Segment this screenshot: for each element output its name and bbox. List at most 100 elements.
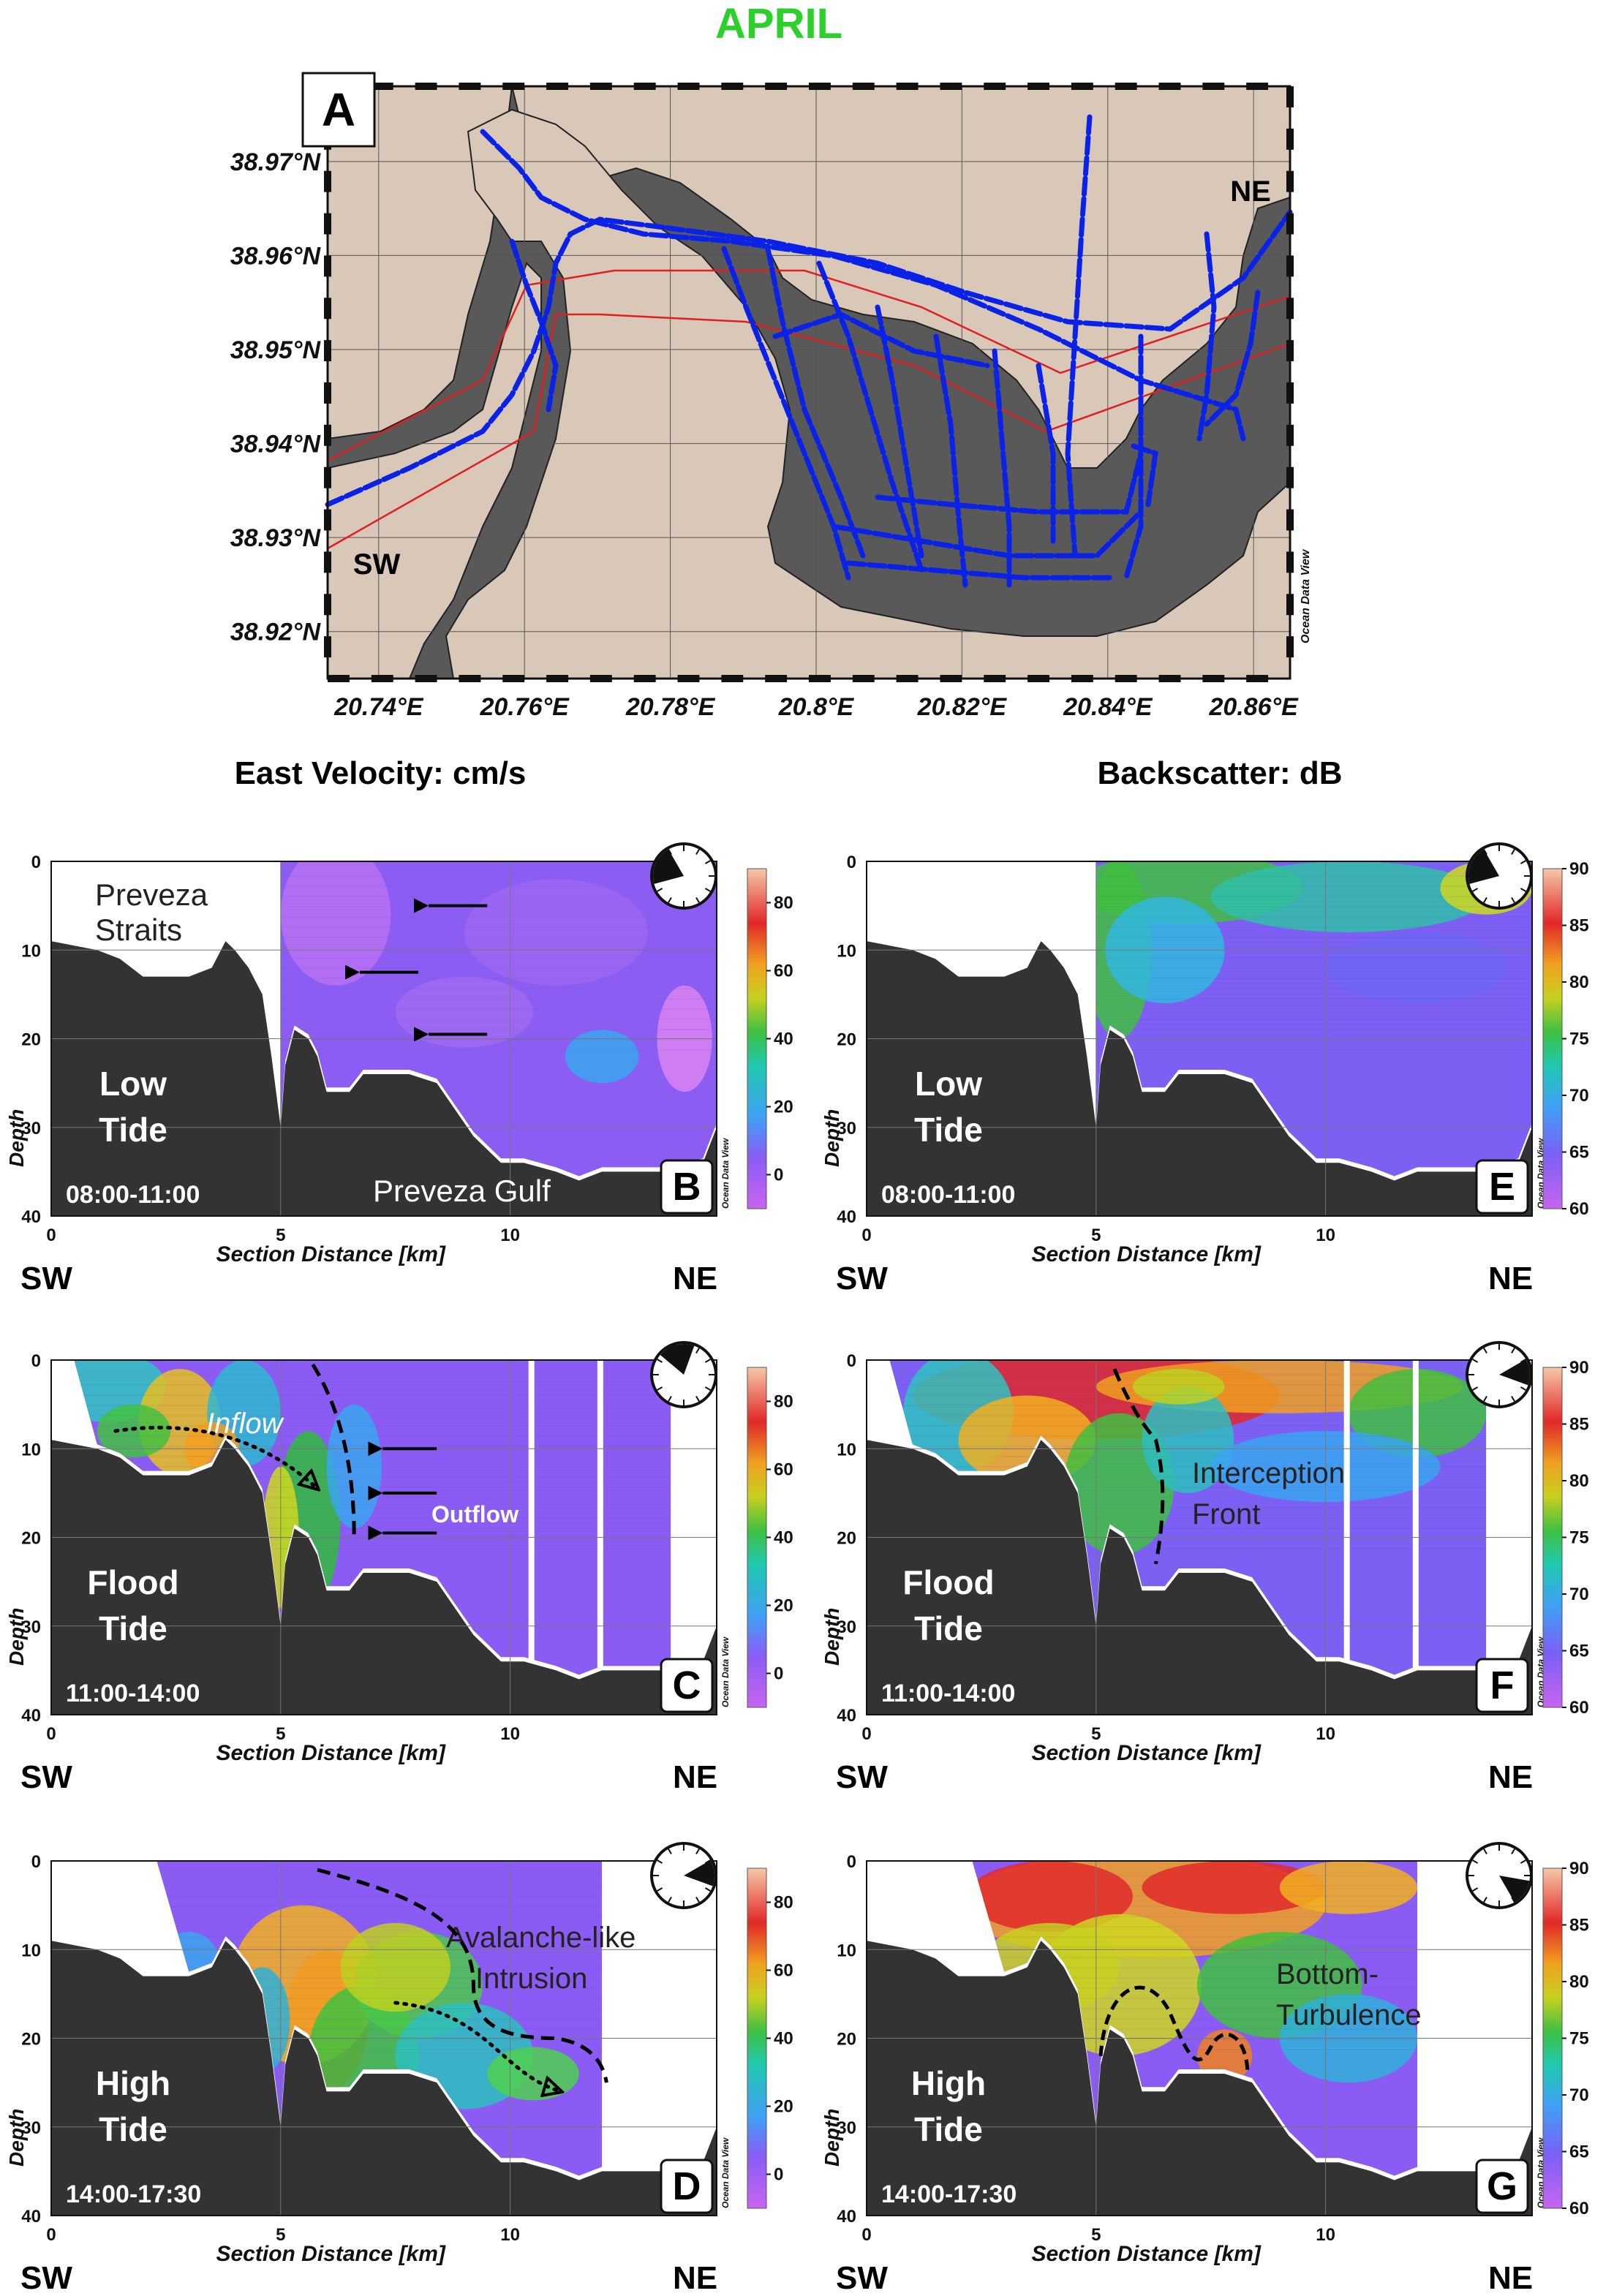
frame-tick [324, 298, 331, 320]
colorbar-tick-label: 0 [774, 1664, 783, 1684]
y-tick-label: 0 [31, 853, 41, 872]
y-axis-label: Depth [821, 2109, 843, 2167]
frame-tick [1286, 509, 1294, 531]
colorbar-tick-label: 85 [1569, 916, 1589, 936]
odv-watermark: Ocean Data View [720, 1138, 731, 1209]
panel-letter-box [660, 1658, 714, 1713]
field-blob [464, 879, 648, 986]
frame-tick [324, 467, 331, 488]
y-tick-label: 30 [837, 2118, 856, 2138]
x-tick-label: 5 [276, 1724, 285, 1744]
y-tick-label: 20 [837, 1529, 856, 1549]
odv-watermark: Ocean Data View [720, 1636, 731, 1707]
ne-label: NE [1488, 1759, 1533, 1795]
map-lat-tick-label: 38.94°N [230, 431, 322, 458]
x-tick-label: 5 [1091, 1226, 1101, 1245]
y-axis-label: Depth [5, 1109, 28, 1167]
map-lat-tick-label: 38.97°N [230, 148, 322, 176]
panel-letter-box [660, 1159, 714, 1215]
field-blob [1210, 861, 1487, 932]
frame-tick [677, 83, 700, 90]
frame-tick [809, 675, 831, 682]
colorbar: 90 85 80 75 70 65 60 [1542, 1358, 1589, 1718]
map-panel-letter-box [301, 72, 376, 148]
colorbar-tick-label: 80 [1569, 1972, 1589, 1992]
tide-label-line1: Low [99, 1065, 167, 1103]
frame-tick [1286, 298, 1294, 320]
y-axis-label: Depth [821, 1608, 843, 1666]
colorbar-tick-label: 70 [1569, 1086, 1589, 1106]
x-tick-label: 0 [46, 1226, 56, 1245]
map-lon-tick-label: 20.74°E [333, 693, 424, 721]
x-tick-label: 10 [500, 1226, 520, 1245]
frame-tick [940, 675, 962, 682]
frame-tick [896, 83, 919, 90]
x-tick-label: 0 [861, 1724, 871, 1744]
colorbar-tick-label: 80 [774, 894, 793, 913]
colorbar-tick-label: 20 [774, 1596, 793, 1616]
y-tick-label: 40 [837, 2207, 856, 2227]
clock-icon [650, 1842, 717, 1909]
section-panel-B: 0 10 20 30 40 0 5 10 Section Distance [km] Depth S… [5, 842, 793, 1296]
panel-letter-box [660, 2159, 714, 2214]
colorbar-tick-label: 70 [1569, 2085, 1589, 2105]
x-axis-label: Section Distance [km] [1031, 1242, 1261, 1266]
x-axis-label: Section Distance [km] [216, 1242, 445, 1266]
colorbar-tick-label: 20 [774, 2097, 793, 2117]
x-tick-label: 10 [1316, 1724, 1335, 1744]
frame-tick [1286, 594, 1294, 616]
colorbar-tick-label: 90 [1569, 859, 1589, 879]
y-tick-label: 10 [21, 1941, 41, 1960]
annotation: Avalanche-like [446, 1922, 636, 1954]
colorbar-tick-label: 60 [774, 1961, 793, 1981]
map-lat-labels: 38.97°N 38.96°N 38.95°N 38.94°N 38.93°N 38.92… [230, 148, 322, 646]
frame-tick [1286, 551, 1294, 573]
x-tick-label: 5 [1091, 2225, 1101, 2245]
x-tick-label: 0 [861, 2225, 871, 2245]
frame-tick [1202, 675, 1225, 682]
map-panel: 38.97°N 38.96°N 38.95°N 38.94°N 38.93°N 38.92… [230, 72, 1312, 721]
time-window-label: 11:00-14:00 [881, 1680, 1015, 1707]
field-blob [340, 1922, 450, 2012]
frame-tick [1246, 83, 1269, 90]
frame-tick [324, 340, 331, 362]
x-axis-label: Section Distance [km] [216, 1741, 445, 1765]
map-lon-tick-label: 20.84°E [1063, 693, 1153, 721]
sw-label: SW [836, 2260, 888, 2296]
field-blob [1133, 1369, 1225, 1405]
frame-tick [1286, 128, 1294, 150]
x-tick-label: 5 [1091, 1724, 1101, 1744]
bathymetry [867, 1440, 1532, 1715]
map-lon-tick-label: 20.86°E [1208, 693, 1299, 721]
annotation: Outflow [431, 1501, 518, 1527]
map-lon-labels: 20.74°E 20.76°E 20.78°E 20.8°E 20.82°E 20.84°… [333, 693, 1299, 721]
sw-label: SW [836, 1759, 888, 1795]
map-sw-label: SW [353, 548, 401, 581]
frame-tick [1286, 213, 1294, 235]
frame-tick [324, 255, 331, 277]
frame-tick [677, 675, 700, 682]
y-tick-label: 30 [21, 1617, 41, 1637]
field-blob [326, 1404, 382, 1529]
frame-tick [324, 170, 331, 192]
map-lat-tick-label: 38.96°N [230, 242, 322, 270]
x-tick-label: 10 [1316, 1226, 1335, 1245]
colorbar: 80 60 40 20 0 [747, 1367, 793, 1708]
colorbar-tick-label: 80 [774, 1893, 793, 1913]
frame-tick [1202, 83, 1225, 90]
annotation: Front [1192, 1498, 1260, 1530]
frame-tick [502, 83, 525, 90]
tide-label-line2: Tide [99, 2110, 167, 2148]
y-tick-label: 0 [847, 1852, 856, 1872]
map-lon-tick-label: 20.82°E [917, 693, 1008, 721]
colorbar: 90 85 80 75 70 65 60 [1542, 1859, 1589, 2218]
x-tick-label: 0 [46, 1724, 56, 1744]
y-tick-label: 0 [31, 1852, 41, 1872]
frame-tick [1286, 86, 1294, 107]
time-window-label: 08:00-11:00 [881, 1181, 1015, 1209]
y-tick-label: 30 [21, 1119, 41, 1138]
frame-tick [546, 83, 568, 90]
field-blob [97, 1404, 171, 1458]
